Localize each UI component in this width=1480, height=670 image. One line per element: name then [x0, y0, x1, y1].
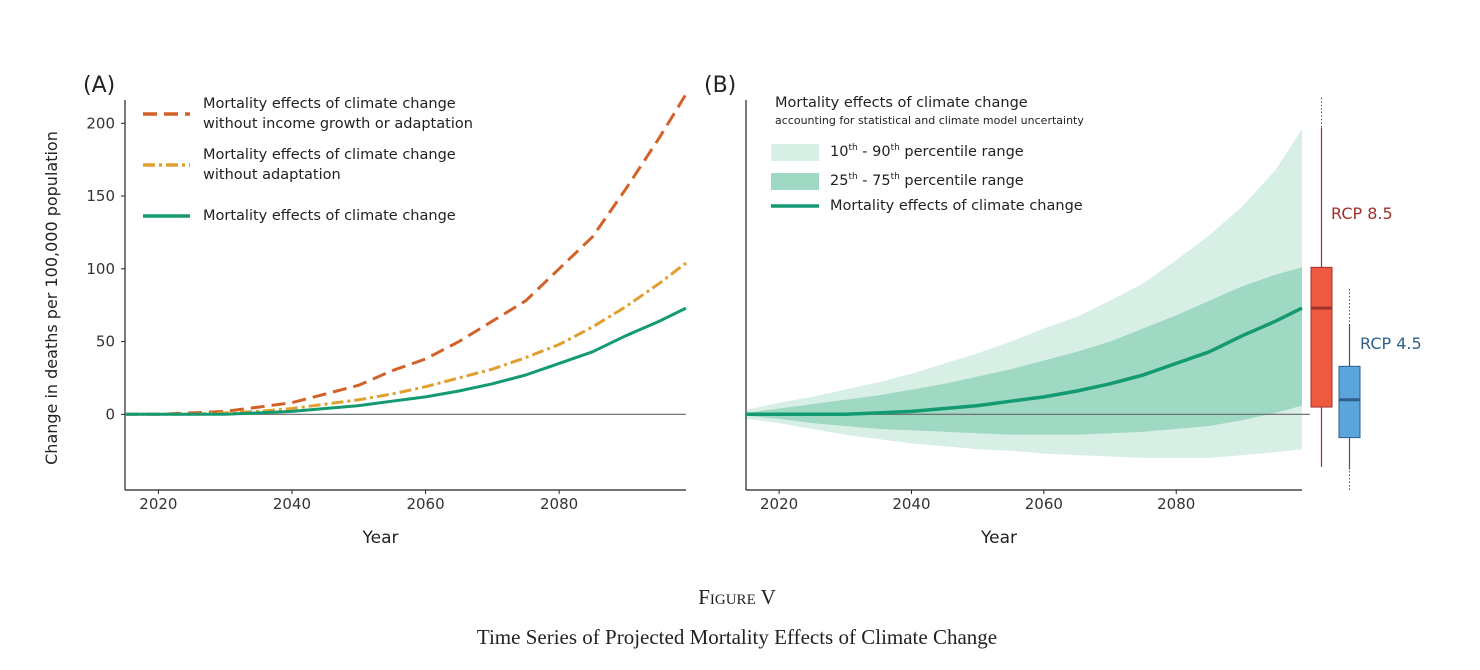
series-line	[746, 306, 1303, 417]
x-tick-label: 2020	[139, 495, 177, 513]
box-label: RCP 8.5	[1331, 204, 1393, 223]
x-tick-label: 2040	[892, 495, 930, 513]
figure-label: Figure V	[698, 585, 776, 609]
x-tick-label: 2080	[540, 495, 578, 513]
x-tick-label: 2040	[273, 495, 311, 513]
legend-label: Mortality effects of climate change witho…	[203, 96, 473, 132]
box-label: RCP 4.5	[1360, 334, 1422, 353]
legend-label: Mortality effects of climate change	[830, 198, 1083, 214]
legend-swatch	[771, 144, 819, 161]
panel-label: (B)	[704, 73, 736, 98]
series-line	[125, 306, 687, 416]
legend-label: Mortality effects of climate change witho…	[203, 147, 456, 183]
y-tick-label: 100	[86, 259, 115, 277]
y-tick-label: 200	[86, 114, 115, 132]
legend-swatch	[771, 173, 819, 190]
legend-label: 25th - 75th percentile range	[830, 172, 1024, 190]
band-area	[746, 267, 1302, 435]
series-line	[125, 261, 687, 416]
y-tick-label: 150	[86, 187, 115, 205]
legend-subtitle: accounting for statistical and climate m…	[775, 114, 1084, 127]
y-tick-label: 50	[96, 332, 115, 350]
x-tick-label: 2080	[1157, 495, 1195, 513]
figure-caption: Time Series of Projected Mortality Effec…	[477, 625, 997, 649]
y-axis-title: Change in deaths per 100,000 population	[42, 131, 61, 465]
series-line	[125, 93, 688, 416]
x-axis-title: Year	[980, 528, 1017, 548]
x-tick-label: 2060	[406, 495, 444, 513]
box	[1338, 365, 1361, 439]
legend-label: Mortality effects of climate change	[203, 208, 456, 224]
panel-label: (A)	[83, 73, 115, 98]
y-tick-label: 0	[105, 405, 115, 423]
x-axis-title: Year	[362, 528, 399, 548]
x-tick-label: 2060	[1025, 495, 1063, 513]
box	[1310, 266, 1333, 408]
x-tick-label: 2020	[760, 495, 798, 513]
legend-title: Mortality effects of climate change	[775, 95, 1028, 111]
legend-label: 10th - 90th percentile range	[830, 143, 1024, 161]
